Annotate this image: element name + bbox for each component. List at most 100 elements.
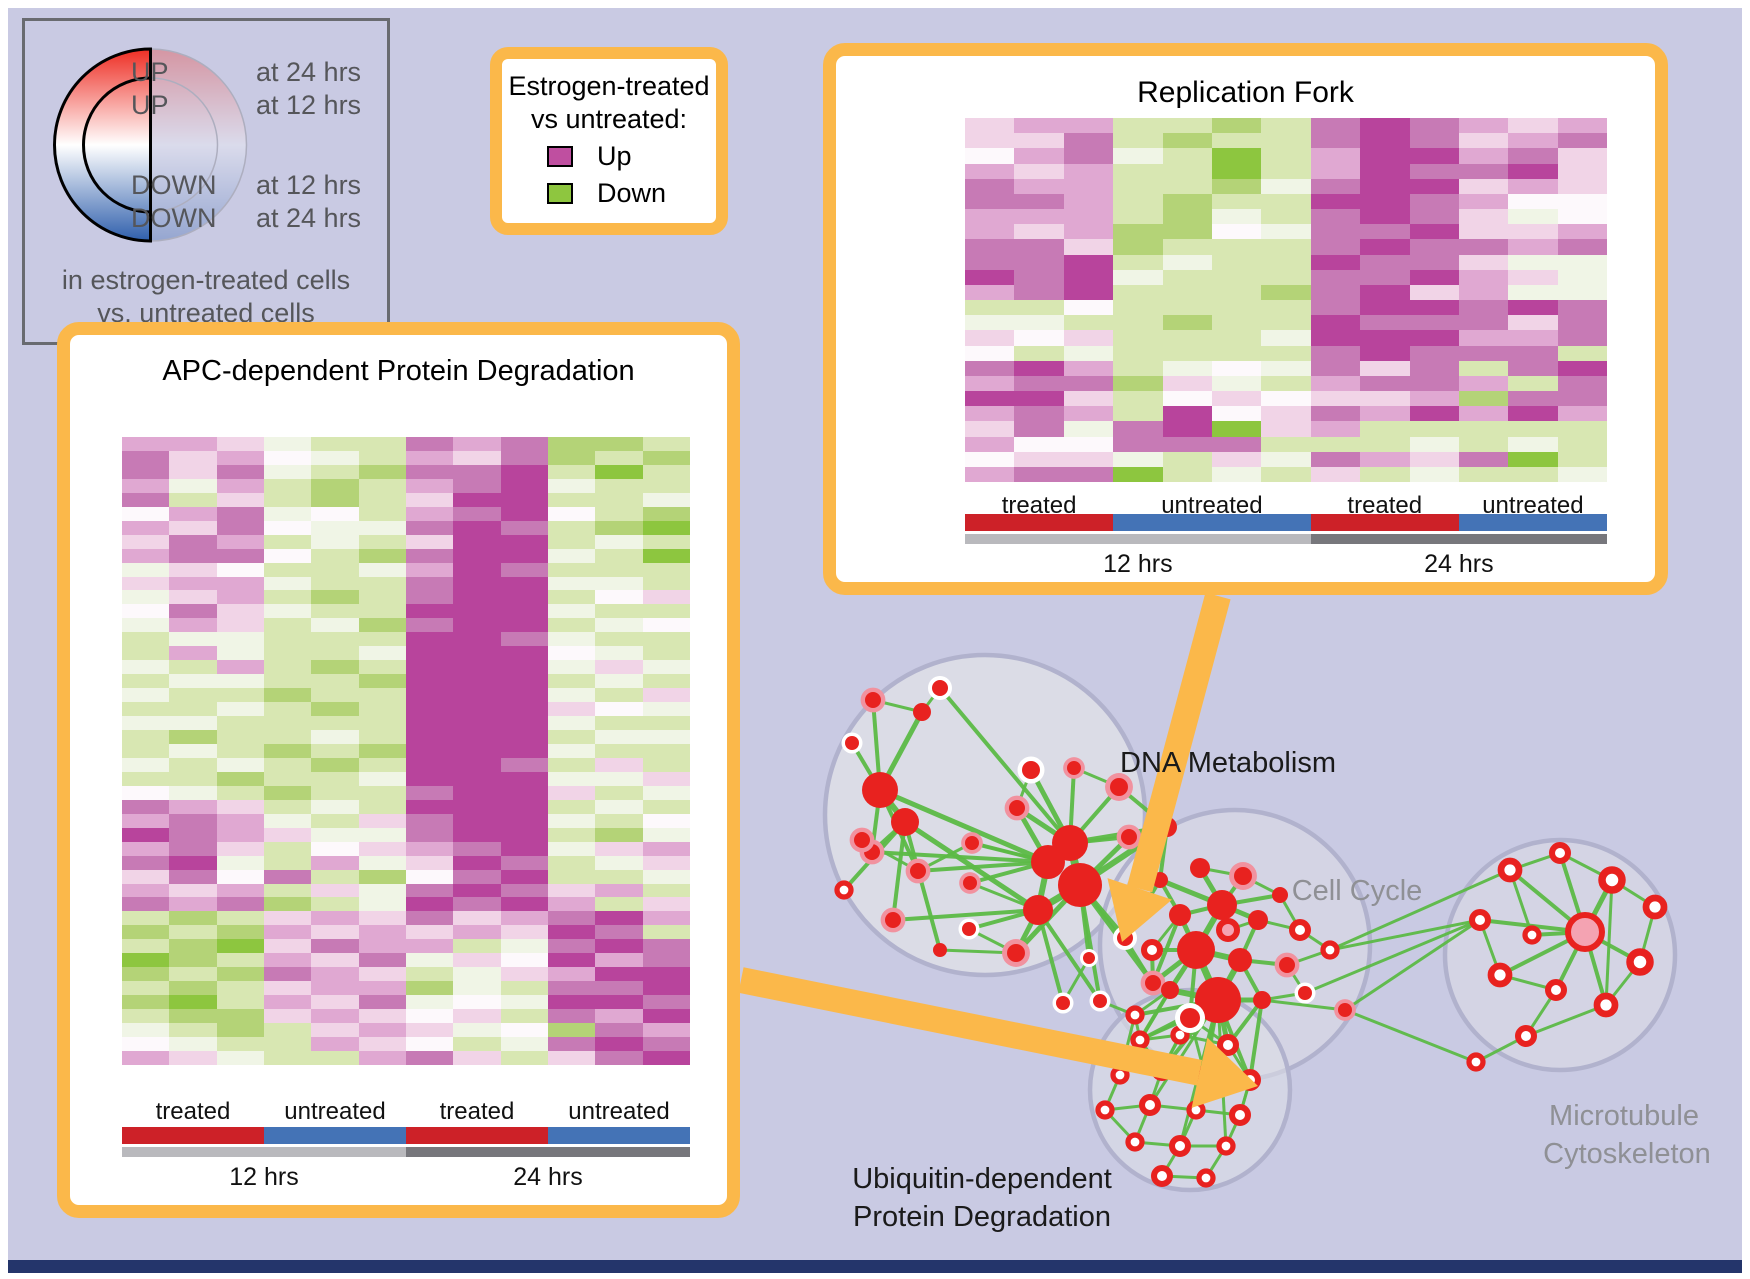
heatmap-cell	[547, 911, 596, 926]
heatmap-cell	[216, 813, 264, 828]
heatmap-cell	[1458, 406, 1509, 422]
heatmap-row	[122, 799, 690, 814]
heatmap-cell	[1508, 300, 1558, 316]
heatmap-cell	[1014, 163, 1064, 179]
heatmap-cell	[358, 520, 406, 535]
heatmap-cell	[595, 646, 643, 661]
heatmap-cell	[1458, 284, 1509, 301]
heatmap-cell	[263, 450, 312, 465]
heatmap-cell	[1409, 284, 1459, 301]
heatmap-row	[965, 163, 1608, 179]
heatmap-cell	[500, 897, 548, 912]
heatmap-cell	[547, 520, 596, 535]
heatmap-cell	[642, 576, 690, 591]
heatmap-cell	[1310, 163, 1361, 179]
heatmap-cell	[405, 981, 454, 996]
heatmap-cell	[263, 841, 312, 856]
gene-node-donut	[1549, 842, 1571, 864]
heatmap-cell	[1261, 239, 1311, 255]
heatmap-cell	[405, 688, 454, 703]
heatmap-cell	[547, 702, 596, 717]
heatmap-cell	[595, 743, 643, 758]
heatmap-cell	[500, 730, 548, 744]
heatmap-cell	[169, 743, 217, 758]
heatmap-cell	[405, 660, 454, 675]
heatmap-cell	[547, 1023, 596, 1037]
heatmap-cell	[216, 827, 264, 842]
heatmap-cell	[1508, 360, 1558, 376]
heatmap-cell	[1162, 330, 1212, 346]
heatmap-cell	[1113, 254, 1163, 270]
network-edge	[1036, 909, 1065, 1004]
heatmap-cell	[169, 576, 217, 591]
heatmap-cell	[405, 757, 454, 772]
heatmap-cell	[1557, 133, 1608, 149]
heatmap-cell	[500, 841, 548, 856]
heatmap-cell	[1162, 284, 1212, 301]
group-label-treated-2: treated	[439, 1098, 515, 1125]
heatmap-cell	[169, 464, 217, 479]
heatmap-cell	[642, 967, 690, 982]
heatmap-cell	[1557, 421, 1608, 437]
heatmap-cell	[358, 925, 406, 940]
heatmap-cell	[1211, 193, 1262, 210]
heatmap-cell	[169, 939, 217, 954]
gene-node-core	[1298, 986, 1312, 1000]
heatmap-cell	[642, 506, 690, 521]
heatmap-cell	[1014, 360, 1064, 376]
heatmap-cell	[122, 674, 170, 689]
heatmap-cell	[311, 604, 359, 619]
cluster-label: Cytoskeleton	[1543, 1138, 1711, 1170]
heatmap-cell	[642, 1050, 690, 1065]
heatmap-cell	[453, 506, 501, 521]
heatmap-cell	[547, 632, 596, 647]
heatmap-cell	[500, 688, 548, 703]
heatmap-cell	[122, 492, 170, 507]
heatmap-cell	[216, 939, 264, 954]
heatmap-cell	[1508, 209, 1558, 225]
heatmap-cell	[500, 799, 548, 814]
heatmap-cell	[169, 771, 217, 786]
heatmap-cell	[1113, 209, 1163, 225]
gene-node-core	[854, 832, 870, 848]
heatmap-cell	[547, 506, 596, 521]
heatmap-row	[122, 869, 690, 884]
heatmap-cell	[547, 646, 596, 661]
heatmap-cell	[595, 855, 643, 870]
time-label: at 12 hrs	[256, 170, 362, 200]
heatmap-cell	[642, 478, 690, 493]
heatmap-cell	[1458, 345, 1509, 361]
heatmap-cell	[453, 604, 501, 619]
heatmap-cell	[965, 360, 1015, 376]
heatmap-cell	[169, 534, 217, 549]
gene-node-solid	[1228, 948, 1252, 972]
heatmap-cell	[358, 548, 406, 563]
heatmap-cell	[965, 451, 1015, 467]
heatmap-cell	[1261, 300, 1311, 316]
heatmap-cell	[642, 618, 690, 633]
heatmap-cell	[547, 995, 596, 1010]
heatmap-cell	[500, 827, 548, 842]
gene-node-core	[1022, 761, 1040, 779]
heatmap-cell	[1508, 451, 1558, 467]
heatmap-row	[122, 464, 690, 479]
heatmap-cell	[1409, 300, 1459, 316]
heatmap-cell	[642, 1023, 690, 1037]
heatmap-cell	[122, 1050, 170, 1065]
heatmap-cell	[122, 730, 170, 744]
heatmap-cell	[547, 799, 596, 814]
heatmap-cell	[169, 785, 217, 800]
heatmap-cell	[405, 520, 454, 535]
heatmap-cell	[216, 590, 264, 605]
heatmap-cell	[216, 576, 264, 591]
heatmap-cell	[642, 660, 690, 675]
heatmap-cell	[965, 466, 1015, 483]
heatmap-cell	[547, 1050, 596, 1065]
heatmap-cell	[547, 743, 596, 758]
heatmap-cell	[1211, 345, 1262, 361]
gene-node-donut	[1216, 1136, 1236, 1156]
heatmap-cell	[122, 716, 170, 731]
overview-legend-box: UP at 24 hrs UP at 12 hrs DOWN at 12 hrs…	[22, 18, 390, 345]
heatmap-cell	[965, 406, 1015, 422]
heatmap-cell	[122, 562, 170, 577]
